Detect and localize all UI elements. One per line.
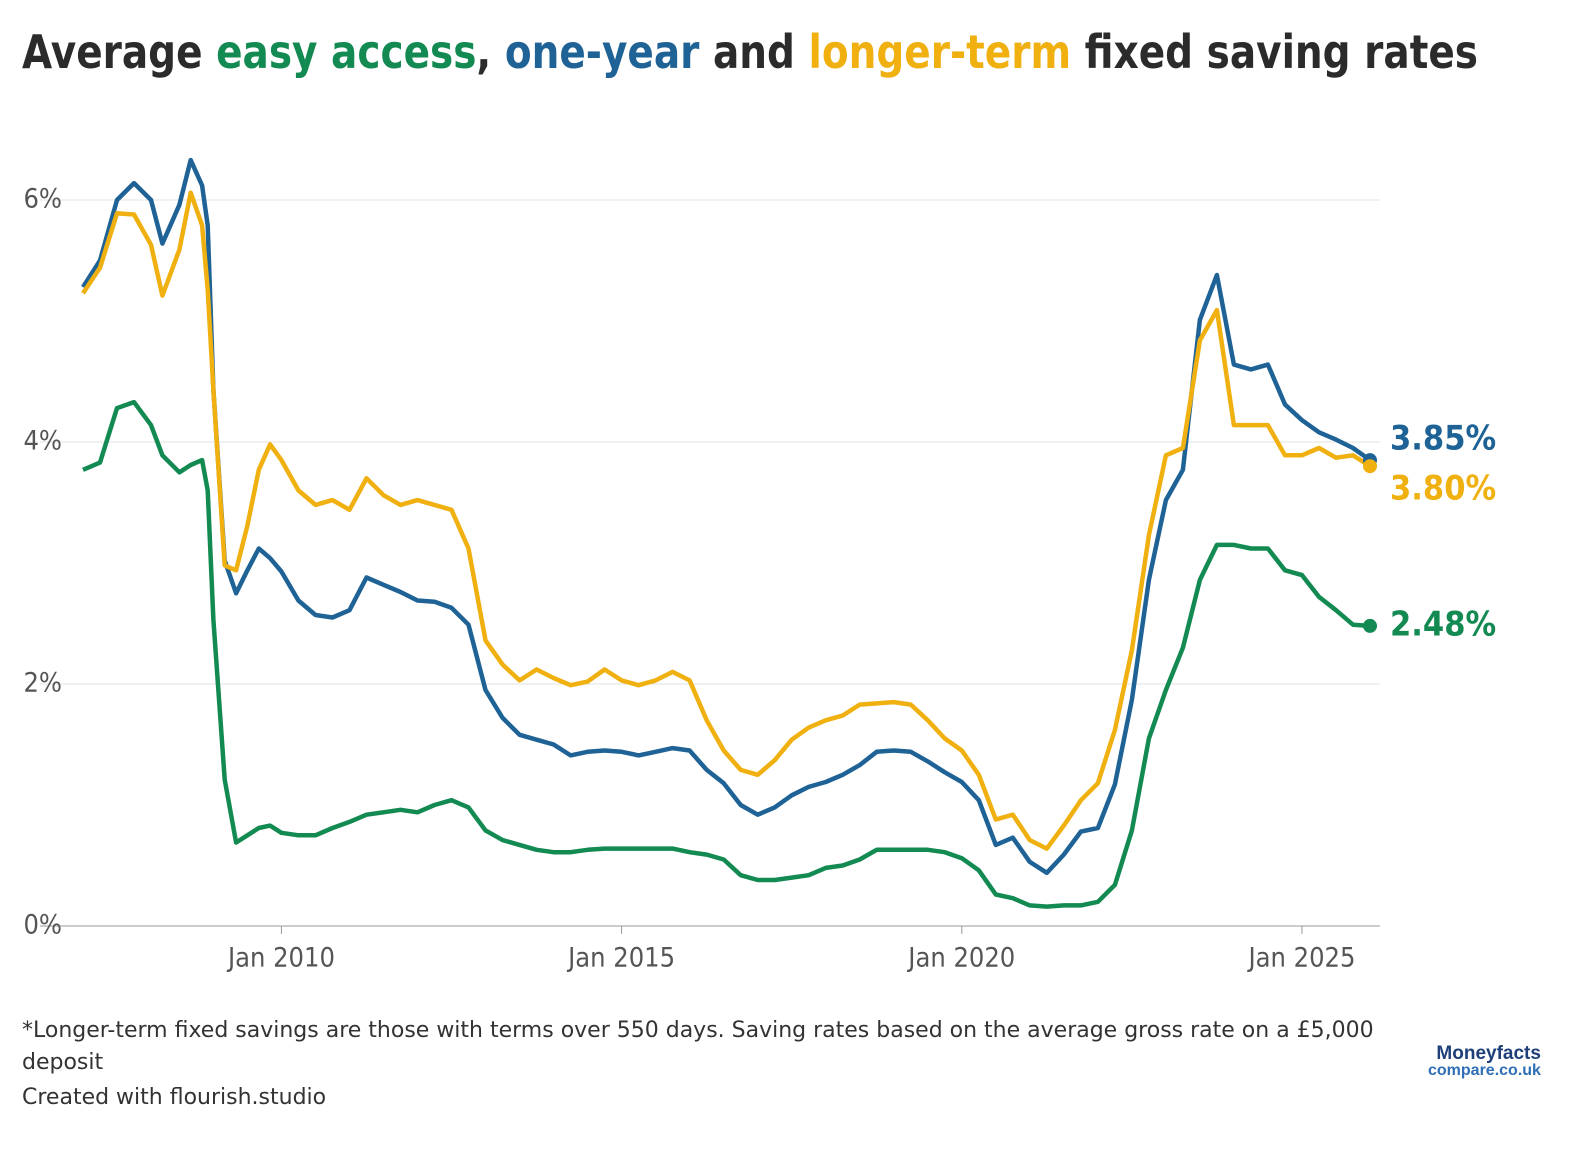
x-tick-label: Jan 2020: [906, 943, 1015, 974]
logo: Moneyfacts compare.co.uk: [1428, 1043, 1541, 1079]
y-tick-label: 6%: [23, 184, 62, 215]
series-line: [81, 190, 1372, 851]
end-label: 2.48%: [1390, 604, 1496, 644]
y-tick-label: 4%: [23, 426, 62, 457]
credit: Created with flourish.studio: [22, 1085, 327, 1110]
title-part: easy access: [216, 25, 476, 79]
end-point: [1363, 459, 1377, 474]
title-part: Average: [22, 25, 216, 79]
y-tick-label: 0%: [23, 910, 62, 941]
title-part: longer-term: [809, 25, 1072, 79]
x-tick-label: Jan 2025: [1246, 943, 1355, 974]
y-tick-label: 2%: [23, 668, 62, 699]
logo-name: Moneyfacts: [1436, 1043, 1541, 1064]
title-part: and: [699, 25, 808, 79]
series-line: [82, 399, 1371, 909]
end-point: [1363, 618, 1377, 633]
title-part: fixed saving rates: [1071, 25, 1478, 79]
title-part: ,: [476, 25, 504, 79]
end-label: 3.85%: [1390, 419, 1496, 459]
series-line: [81, 157, 1372, 876]
chart-title: Average easy access, one-year and longer…: [22, 25, 1478, 79]
end-label: 3.80%: [1390, 469, 1496, 509]
logo-sub: compare.co.uk: [1428, 1062, 1541, 1079]
chart: Average easy access, one-year and longer…: [22, 25, 1496, 974]
title-part: one-year: [505, 25, 700, 79]
x-tick-label: Jan 2010: [226, 943, 335, 974]
x-tick-label: Jan 2015: [566, 943, 675, 974]
footnote: *Longer-term fixed savings are those wit…: [22, 1018, 1374, 1075]
